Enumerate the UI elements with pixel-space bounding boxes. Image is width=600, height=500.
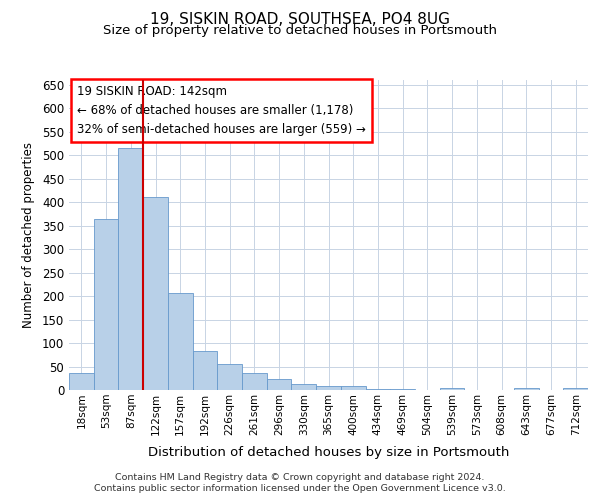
Bar <box>292 384 316 390</box>
Bar <box>365 389 390 390</box>
X-axis label: Distribution of detached houses by size in Portsmouth: Distribution of detached houses by size … <box>148 446 509 459</box>
Bar <box>217 364 242 390</box>
Bar <box>390 389 415 390</box>
Bar <box>168 293 193 390</box>
Text: 19, SISKIN ROAD, SOUTHSEA, PO4 8UG: 19, SISKIN ROAD, SOUTHSEA, PO4 8UG <box>150 12 450 28</box>
Bar <box>341 386 365 390</box>
Bar <box>143 198 168 390</box>
Bar <box>267 379 292 390</box>
Text: Size of property relative to detached houses in Portsmouth: Size of property relative to detached ho… <box>103 24 497 37</box>
Bar <box>563 388 588 390</box>
Bar <box>118 148 143 390</box>
Text: 19 SISKIN ROAD: 142sqm
← 68% of detached houses are smaller (1,178)
32% of semi-: 19 SISKIN ROAD: 142sqm ← 68% of detached… <box>77 84 365 136</box>
Bar <box>514 388 539 390</box>
Bar <box>242 372 267 390</box>
Bar <box>440 388 464 390</box>
Text: Contains public sector information licensed under the Open Government Licence v3: Contains public sector information licen… <box>94 484 506 493</box>
Y-axis label: Number of detached properties: Number of detached properties <box>22 142 35 328</box>
Text: Contains HM Land Registry data © Crown copyright and database right 2024.: Contains HM Land Registry data © Crown c… <box>115 472 485 482</box>
Bar <box>69 372 94 390</box>
Bar <box>193 352 217 390</box>
Bar <box>316 386 341 390</box>
Bar <box>94 218 118 390</box>
